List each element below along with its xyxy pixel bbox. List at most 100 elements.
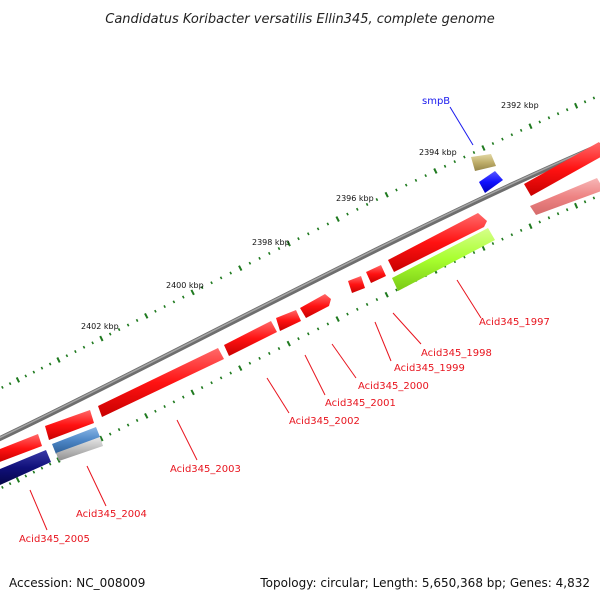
tick-mark-outer bbox=[502, 138, 503, 140]
tick-mark-outer bbox=[183, 296, 184, 298]
gene-label-2004[interactable]: Acid345_2004 bbox=[76, 509, 147, 520]
tick-mark-inner bbox=[567, 209, 568, 211]
tick-mark-inner bbox=[239, 366, 242, 371]
tick-mark-inner bbox=[2, 486, 3, 488]
accession-text: Accession: NC_008009 bbox=[9, 576, 145, 590]
gene-arrow-2002[interactable] bbox=[224, 321, 277, 356]
tick-mark-outer bbox=[511, 134, 512, 136]
tick-mark-outer bbox=[221, 277, 222, 279]
gene-arrow-2001[interactable] bbox=[276, 310, 301, 331]
gene-label-1997[interactable]: Acid345_1997 bbox=[479, 317, 550, 328]
scale-labels: 2392 kbp 2394 kbp 2396 kbp 2398 kbp 2400… bbox=[81, 101, 539, 331]
tick-mark-outer bbox=[298, 238, 299, 240]
tick-mark-outer bbox=[2, 386, 3, 388]
tick-mark-outer bbox=[155, 310, 156, 312]
gene-label-2005[interactable]: Acid345_2005 bbox=[19, 534, 90, 545]
tick-mark-inner bbox=[173, 401, 174, 403]
tick-mark-inner bbox=[539, 221, 540, 223]
tick-mark-inner bbox=[593, 197, 594, 199]
tick-mark-outer bbox=[548, 117, 549, 119]
tick-mark-outer bbox=[92, 342, 93, 344]
gene-arrow-1999[interactable] bbox=[348, 276, 365, 293]
tick-mark-inner bbox=[145, 413, 148, 418]
tick-mark-inner bbox=[25, 475, 26, 477]
genome-backbone-highlight bbox=[0, 136, 600, 447]
gene-label-2001[interactable]: Acid345_2001 bbox=[325, 398, 396, 409]
leader-1999 bbox=[375, 322, 391, 361]
tick-mark-outer bbox=[269, 252, 270, 254]
leader-1997 bbox=[457, 280, 481, 318]
gene-label-1999[interactable]: Acid345_1999 bbox=[394, 363, 465, 374]
tick-mark-outer bbox=[164, 305, 165, 307]
tick-mark-inner bbox=[119, 428, 120, 430]
tick-mark-outer bbox=[575, 103, 577, 108]
tick-mark-outer bbox=[567, 109, 568, 111]
tick-mark-inner bbox=[367, 303, 368, 305]
gene-label-2000[interactable]: Acid345_2000 bbox=[358, 381, 429, 392]
tick-mark-inner bbox=[575, 203, 577, 208]
tick-mark-inner bbox=[386, 292, 388, 297]
tick-mark-inner bbox=[164, 405, 165, 407]
tick-mark-inner bbox=[298, 338, 299, 340]
tick-mark-outer bbox=[376, 198, 377, 200]
gene-arrow-1998[interactable] bbox=[366, 265, 386, 283]
tick-mark-inner bbox=[336, 317, 339, 322]
leader-smpB bbox=[450, 107, 473, 145]
tick-mark-inner bbox=[318, 328, 319, 330]
tick-mark-outer bbox=[396, 189, 397, 191]
scale-label-2396: 2396 kbp bbox=[336, 194, 374, 203]
gene-smpB-bar[interactable] bbox=[471, 154, 496, 171]
tick-mark-outer bbox=[415, 179, 416, 181]
gene-arrow-2000[interactable] bbox=[300, 294, 331, 318]
tick-mark-inner bbox=[230, 372, 231, 374]
tick-mark-outer bbox=[386, 192, 388, 197]
gene-label-1998[interactable]: Acid345_1998 bbox=[421, 348, 492, 359]
tick-mark-inner bbox=[128, 424, 129, 426]
tick-mark-outer bbox=[50, 363, 51, 365]
scale-label-2402: 2402 kbp bbox=[81, 322, 119, 331]
tick-mark-inner bbox=[191, 390, 194, 395]
tick-mark-outer bbox=[454, 161, 455, 163]
tick-mark-inner bbox=[502, 238, 503, 240]
tick-mark-inner bbox=[259, 357, 260, 359]
tick-mark-outer bbox=[110, 333, 111, 335]
tick-mark-outer bbox=[230, 272, 231, 274]
gene-label-smpB[interactable]: smpB bbox=[422, 96, 450, 107]
tick-mark-inner bbox=[249, 362, 250, 364]
tick-mark-inner bbox=[221, 377, 222, 379]
tick-mark-outer bbox=[406, 184, 407, 186]
tick-mark-outer bbox=[558, 113, 559, 115]
tick-mark-inner bbox=[183, 396, 184, 398]
tick-mark-outer bbox=[445, 165, 446, 167]
tick-mark-inner bbox=[327, 323, 328, 325]
gene-label-2002[interactable]: Acid345_2002 bbox=[289, 416, 360, 427]
leader-2004 bbox=[87, 466, 106, 506]
leader-2001 bbox=[305, 355, 325, 395]
tick-mark-outer bbox=[336, 217, 339, 222]
tick-mark-outer bbox=[137, 319, 138, 321]
tick-mark-inner bbox=[17, 477, 19, 482]
tick-mark-outer bbox=[327, 223, 328, 225]
tick-mark-inner bbox=[585, 201, 586, 203]
tick-mark-outer bbox=[529, 124, 531, 129]
tick-mark-inner bbox=[211, 382, 212, 384]
tick-mark-inner bbox=[347, 313, 348, 315]
tick-mark-outer bbox=[318, 228, 319, 230]
tick-mark-outer bbox=[593, 97, 594, 99]
tick-mark-outer bbox=[57, 358, 59, 363]
leader-2000 bbox=[332, 344, 356, 378]
tick-mark-outer bbox=[100, 336, 102, 341]
tick-mark-outer bbox=[33, 371, 34, 373]
tick-mark-outer bbox=[249, 262, 250, 264]
tick-mark-inner bbox=[548, 217, 549, 219]
tick-mark-inner bbox=[288, 341, 291, 346]
tick-mark-inner bbox=[110, 433, 111, 435]
gene-label-2003[interactable]: Acid345_2003 bbox=[170, 464, 241, 475]
tick-mark-inner bbox=[529, 224, 531, 229]
leader-2002 bbox=[267, 378, 289, 413]
tick-mark-outer bbox=[173, 301, 174, 303]
scale-label-2394: 2394 kbp bbox=[419, 148, 457, 157]
leader-2003 bbox=[177, 420, 197, 460]
tick-mark-outer bbox=[211, 282, 212, 284]
